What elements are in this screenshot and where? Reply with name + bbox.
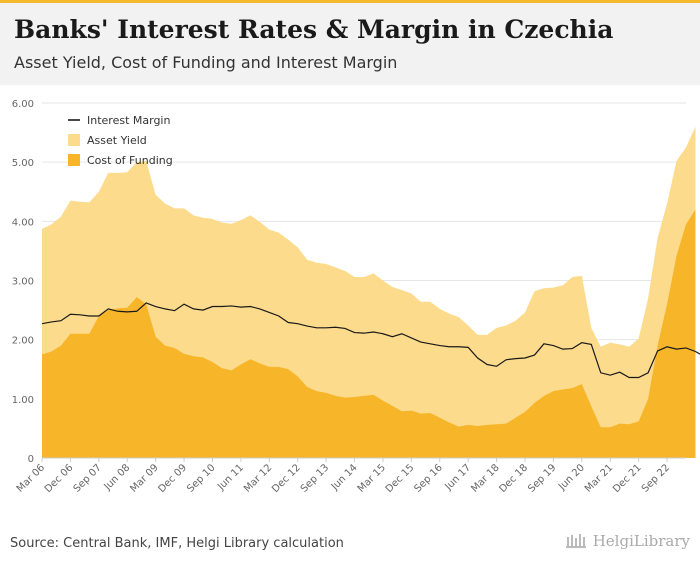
x-tick-label: Dec 12	[270, 462, 303, 495]
y-tick-label: 3.00	[12, 277, 34, 288]
top-accent-bar	[0, 0, 700, 3]
x-tick-label: Mar 09	[128, 462, 160, 494]
x-tick-label: Mar 06	[15, 462, 47, 494]
y-tick-label: 4.00	[12, 217, 34, 228]
y-tick-label: 5.00	[12, 158, 34, 169]
x-tick-label: Dec 06	[43, 462, 76, 495]
x-tick-label: Sep 19	[526, 462, 558, 494]
logo-text: HelgiLibrary	[592, 532, 690, 550]
x-tick-label: Sep 07	[72, 462, 104, 494]
x-tick-label: Jun 20	[556, 462, 587, 493]
legend-swatch-cost-of-funding	[68, 154, 80, 166]
x-tick-label: Dec 15	[384, 462, 417, 495]
x-tick-label: Sep 13	[299, 462, 331, 494]
x-tick-label: Jun 08	[102, 462, 133, 493]
x-tick-label: Dec 21	[611, 462, 644, 495]
chart-header: Banks' Interest Rates & Margin in Czechi…	[0, 3, 700, 85]
legend-label-asset-yield: Asset Yield	[87, 134, 147, 147]
library-columns-icon	[565, 534, 586, 548]
source-note: Source: Central Bank, IMF, Helgi Library…	[10, 536, 344, 551]
legend-label-cost-of-funding: Cost of Funding	[87, 154, 173, 167]
y-tick-label: 0	[28, 454, 34, 465]
y-tick-label: 1.00	[12, 395, 34, 406]
x-tick-label: Sep 10	[185, 462, 217, 494]
x-tick-label: Jun 17	[443, 462, 474, 493]
y-tick-label: 6.00	[12, 99, 34, 110]
legend-swatch-asset-yield	[68, 134, 80, 146]
helgi-library-logo: HelgiLibrary	[565, 532, 690, 550]
y-tick-label: 2.00	[12, 336, 34, 347]
x-tick-label: Dec 18	[497, 462, 530, 495]
x-tick-label: Sep 16	[413, 462, 445, 494]
x-tick-label: Mar 21	[583, 462, 615, 494]
cost-of-funding-area	[42, 209, 696, 458]
x-tick-label: Mar 18	[469, 462, 501, 494]
x-tick-label: Jun 14	[329, 462, 360, 493]
chart-subtitle: Asset Yield, Cost of Funding and Interes…	[14, 53, 398, 72]
x-tick-label: Sep 22	[640, 462, 672, 494]
x-tick-label: Mar 12	[242, 462, 274, 494]
x-tick-label: Mar 15	[356, 462, 388, 494]
interest-margin-line	[41, 302, 700, 379]
chart-title: Banks' Interest Rates & Margin in Czechi…	[14, 15, 614, 44]
x-tick-label: Jun 11	[215, 462, 246, 493]
legend-label-interest-margin: Interest Margin	[87, 114, 170, 127]
x-tick-label: Dec 09	[156, 462, 189, 495]
